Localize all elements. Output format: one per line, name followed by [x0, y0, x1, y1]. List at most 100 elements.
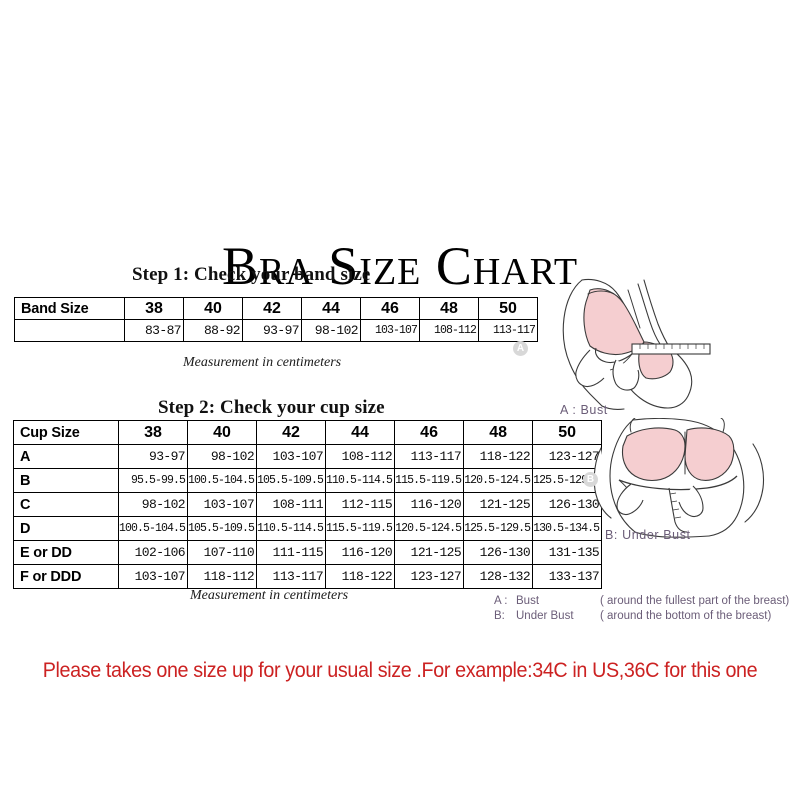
- cup-table-cell: 100.5-104.5: [117, 516, 189, 541]
- cup-table-cell: 111-115: [256, 540, 327, 565]
- legend-term-a: Bust: [516, 595, 540, 607]
- band-table-column-header: 48: [419, 297, 479, 320]
- step-2-heading: Step 2: Check your cup size: [158, 397, 385, 418]
- legend-key-a: A :: [494, 595, 508, 607]
- legend-key-b: B:: [494, 610, 505, 622]
- table-row: A 93-97 98-102 103-107 108-112 113-117 118-122…: [13, 444, 603, 469]
- band-table-column-header: 42: [242, 297, 302, 320]
- cup-table-cell: 98-102: [187, 444, 258, 469]
- legend-row-under-bust: B: Under Bust ( around the bottom of the b…: [494, 609, 789, 624]
- underbust-measure-front-illustration: [593, 418, 765, 538]
- band-table-column-header: 38: [124, 297, 184, 320]
- cup-table-column-header: 44: [325, 420, 396, 445]
- band-table-value-row: 83-87 88-92 93-97 98-102 103-107 108-112 113-1…: [14, 319, 538, 342]
- cup-table-cell: 113-117: [394, 444, 465, 469]
- cup-table-cell: 103-107: [187, 492, 258, 517]
- cup-table-cell: 131-135: [532, 540, 603, 565]
- illustration-a-label: A : Bust: [560, 403, 608, 417]
- cup-table-cell: 115.5-119.5: [325, 516, 396, 541]
- band-table-cell: 83-87: [124, 319, 184, 342]
- cup-table-cell: 103-107: [256, 444, 327, 469]
- cup-size-corner-label: Cup Size: [13, 420, 119, 445]
- measuring-tape-a: [594, 343, 711, 371]
- cup-table-row-label: B: [13, 468, 119, 493]
- cup-table-row-label: C: [13, 492, 119, 517]
- table-row: C 98-102 103-107 108-111 112-115 116-120 121-1…: [13, 492, 603, 517]
- table-row: E or DD 102-106 107-110 111-115 116-120 121-1…: [13, 540, 603, 565]
- cup-table-cell: 121-125: [394, 540, 465, 565]
- measuring-tape-b: [618, 475, 738, 533]
- cup-table-cell: 126-130: [463, 540, 534, 565]
- cup-table-cell: 105.5-109.5: [256, 468, 327, 493]
- band-table-cell: 113-117: [478, 319, 538, 342]
- band-table-cell: 108-112: [419, 319, 479, 342]
- legend-row-bust: A : Bust ( around the fullest part of the …: [494, 594, 789, 609]
- cup-table-cell: 100.5-104.5: [187, 468, 258, 493]
- band-table-cell: 103-107: [360, 319, 420, 342]
- cup-table-caption: Measurement in centimeters: [190, 588, 349, 603]
- band-table-cell: 98-102: [301, 319, 361, 342]
- cup-table-cell: 108-111: [256, 492, 327, 517]
- cup-table-cell: 118-122: [325, 564, 396, 589]
- band-table-cell: 93-97: [242, 319, 302, 342]
- band-table-column-header: 44: [301, 297, 361, 320]
- cup-table-column-header: 40: [187, 420, 258, 445]
- cup-table-column-header: 48: [463, 420, 534, 445]
- cup-table-row-label: F or DDD: [13, 564, 119, 589]
- badge-b-icon: B: [583, 472, 598, 487]
- cup-table-column-header: 42: [256, 420, 327, 445]
- bust-measure-side-illustration: [562, 278, 711, 410]
- cup-table-column-header: 46: [394, 420, 465, 445]
- cup-size-table: Cup Size 38 40 42 44 46 48 50 A 93-97 98-102 103-10…: [13, 420, 603, 589]
- cup-table-cell: 95.5-99.5: [117, 468, 189, 493]
- cup-table-cell: 121-125: [463, 492, 534, 517]
- legend-desc-b: ( around the bottom of the breast): [600, 610, 772, 622]
- cup-table-cell: 128-132: [463, 564, 534, 589]
- cup-table-cell: 116-120: [325, 540, 396, 565]
- cup-table-cell: 118-112: [187, 564, 258, 589]
- band-table-cell: 88-92: [183, 319, 243, 342]
- cup-table-row-label: D: [13, 516, 119, 541]
- cup-table-cell: 130.5-134.5: [532, 516, 603, 541]
- cup-table-cell: 120.5-124.5: [463, 468, 534, 493]
- cup-table-cell: 118-122: [463, 444, 534, 469]
- size-up-notice: Please takes one size up for your usual …: [42, 659, 758, 682]
- cup-table-cell: 116-120: [394, 492, 465, 517]
- cup-table-cell: 133-137: [532, 564, 603, 589]
- band-table-empty-cell: [14, 319, 125, 342]
- band-table-column-header: 40: [183, 297, 243, 320]
- cup-table-cell: 108-112: [325, 444, 396, 469]
- band-table-header-row: Band Size 38 40 42 44 46 48 50: [14, 297, 538, 320]
- table-row: D 100.5-104.5 105.5-109.5 110.5-114.5 115.5-…: [13, 516, 603, 541]
- illustration-b-label: B: Under Bust: [605, 528, 691, 542]
- cup-table-cell: 107-110: [187, 540, 258, 565]
- legend-term-b: Under Bust: [516, 610, 574, 622]
- cup-table-row-label: A: [13, 444, 119, 469]
- badge-a-icon: A: [513, 341, 528, 356]
- cup-table-header-row: Cup Size 38 40 42 44 46 48 50: [13, 420, 603, 445]
- table-row: B 95.5-99.5 100.5-104.5 105.5-109.5 110.5-11…: [13, 468, 603, 493]
- cup-table-cell: 98-102: [117, 492, 189, 517]
- table-row: F or DDD 103-107 118-112 113-117 118-122 123-…: [13, 564, 603, 589]
- cup-table-cell: 110.5-114.5: [256, 516, 327, 541]
- cup-table-cell: 120.5-124.5: [394, 516, 465, 541]
- cup-table-cell: 93-97: [117, 444, 189, 469]
- legend-desc-a: ( around the fullest part of the breast): [600, 595, 790, 607]
- cup-table-cell: 103-107: [117, 564, 189, 589]
- cup-table-cell: 123-127: [394, 564, 465, 589]
- cup-table-cell: 126-130: [532, 492, 603, 517]
- cup-table-column-header: 38: [117, 420, 189, 445]
- legend: A : Bust ( around the fullest part of the …: [494, 594, 789, 624]
- band-table-caption: Measurement in centimeters: [183, 355, 342, 370]
- cup-table-column-header: 50: [532, 420, 603, 445]
- cup-table-cell: 102-106: [117, 540, 189, 565]
- cup-table-cell: 115.5-119.5: [394, 468, 465, 493]
- cup-table-cell: 105.5-109.5: [187, 516, 258, 541]
- step-1-heading: Step 1: Check your band size: [132, 264, 371, 285]
- band-size-row-label: Band Size: [14, 297, 125, 320]
- cup-table-row-label: E or DD: [13, 540, 119, 565]
- cup-table-cell: 110.5-114.5: [325, 468, 396, 493]
- cup-table-cell: 123-127: [532, 444, 603, 469]
- cup-table-cell: 125.5-129.5: [463, 516, 534, 541]
